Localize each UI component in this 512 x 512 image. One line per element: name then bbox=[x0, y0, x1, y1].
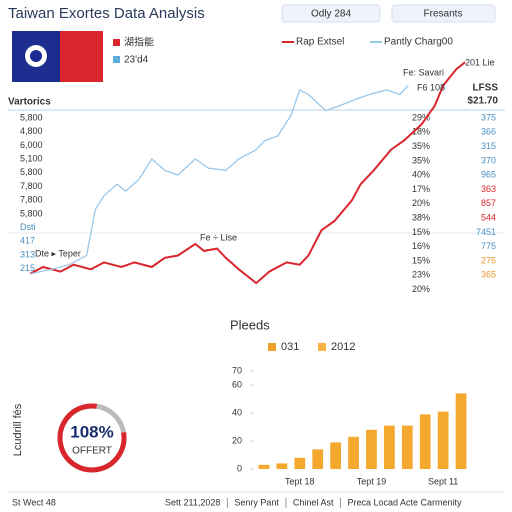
gauge-label: OFFERT bbox=[72, 446, 112, 457]
side-value: 365 bbox=[481, 270, 496, 280]
side-percent: 20% bbox=[412, 284, 430, 294]
bar bbox=[401, 425, 413, 469]
legend-label: 031 bbox=[281, 341, 299, 353]
footer-item: Preca Locad Acte Carmenity bbox=[347, 497, 462, 507]
annotation: Fe ÷ Lise bbox=[200, 232, 237, 242]
bar bbox=[419, 414, 431, 469]
side-value: 775 bbox=[481, 241, 496, 251]
footer-item: Chinel Ast bbox=[293, 497, 334, 507]
flag bbox=[12, 31, 103, 82]
button[interactable] bbox=[391, 4, 496, 23]
side-value: 315 bbox=[481, 141, 496, 151]
annotation: F6 108 bbox=[417, 82, 445, 92]
legend-label: Rap Extsel bbox=[296, 37, 344, 48]
side-value: 857 bbox=[481, 198, 496, 208]
page-title: Taiwan Exortes Data Analysis bbox=[8, 5, 205, 22]
legend-label: 23'd4 bbox=[124, 55, 149, 66]
bar bbox=[330, 442, 341, 469]
legend-swatch bbox=[113, 39, 120, 46]
y-tick-label: 70 bbox=[232, 365, 242, 375]
side-percent: 18% bbox=[412, 127, 430, 137]
bar bbox=[366, 429, 377, 469]
y-tick-label: 20 bbox=[232, 435, 242, 445]
x-tick-label: Sept 11 bbox=[428, 476, 458, 486]
side-value: 5,800 bbox=[20, 167, 43, 177]
side-percent: 15% bbox=[412, 255, 430, 265]
bar bbox=[455, 393, 467, 469]
side-value: 366 bbox=[481, 127, 496, 137]
side-percent: 16% bbox=[412, 241, 430, 251]
side-percent: 40% bbox=[412, 170, 430, 180]
gauge-arc bbox=[57, 403, 127, 473]
side-value: 363 bbox=[481, 184, 496, 194]
side-percent: 38% bbox=[412, 212, 430, 222]
annotation: Fe: Savari bbox=[403, 67, 444, 77]
side-value: 4,800 bbox=[20, 126, 43, 136]
side-value: 7451 bbox=[476, 227, 496, 237]
bar bbox=[437, 411, 449, 469]
x-tick-label: Tept 19 bbox=[357, 476, 387, 486]
legend-swatch bbox=[113, 56, 120, 63]
bar bbox=[294, 457, 306, 469]
legend-swatch bbox=[268, 343, 276, 351]
side-value: 313 bbox=[20, 249, 35, 259]
side-head: $21.70 bbox=[467, 96, 498, 107]
bar bbox=[276, 463, 288, 469]
side-value: 5,100 bbox=[20, 153, 43, 163]
legend-label: 2012 bbox=[331, 341, 355, 353]
legend-swatch bbox=[318, 343, 326, 351]
button-label[interactable]: Fresants bbox=[424, 9, 463, 20]
side-percent: 23% bbox=[412, 270, 430, 280]
series-line bbox=[29, 61, 466, 285]
bar bbox=[258, 464, 270, 469]
footer-item: Sett 211,2028 bbox=[165, 497, 220, 507]
side-value: 370 bbox=[481, 155, 496, 165]
side-value: 965 bbox=[481, 170, 496, 180]
y-tick-label: 40 bbox=[232, 407, 242, 417]
footer-left: St Wect 48 bbox=[12, 497, 56, 507]
side-value: Dsti bbox=[20, 222, 36, 232]
gauge-value: 108% bbox=[70, 422, 113, 441]
side-value: 215 bbox=[20, 263, 35, 273]
legend-label: Pantly Charg00 bbox=[384, 37, 453, 48]
footer-item: Senry Pant bbox=[234, 497, 279, 507]
y-tick-label: 0 bbox=[237, 463, 242, 473]
chart-title: Pleeds bbox=[230, 317, 270, 332]
side-percent: 35% bbox=[412, 155, 430, 165]
bar bbox=[348, 436, 359, 469]
side-value: 275 bbox=[481, 255, 496, 265]
side-value: 7,800 bbox=[20, 195, 43, 205]
side-percent: 15% bbox=[412, 227, 430, 237]
side-head: LFSS bbox=[472, 83, 498, 94]
annotation: Dte ▸ Teper bbox=[35, 248, 81, 258]
side-percent: 29% bbox=[412, 112, 430, 122]
annotation: 201 Lie bbox=[465, 57, 495, 67]
side-percent: 35% bbox=[412, 141, 430, 151]
side-value: 6,000 bbox=[20, 140, 43, 150]
y-tick-label: 60 bbox=[232, 379, 242, 389]
series-line bbox=[29, 84, 409, 275]
side-value: 417 bbox=[20, 236, 35, 246]
bar bbox=[384, 425, 395, 469]
button-label[interactable]: Odly 284 bbox=[311, 9, 351, 20]
button[interactable] bbox=[281, 4, 381, 23]
side-value: 7,800 bbox=[20, 181, 43, 191]
side-value: 5,800 bbox=[20, 112, 43, 122]
side-percent: 17% bbox=[412, 184, 430, 194]
legend-label: 湖指能 bbox=[124, 36, 154, 49]
side-value: 375 bbox=[481, 112, 496, 122]
x-tick-label: Tept 18 bbox=[285, 476, 315, 486]
side-value: 544 bbox=[481, 212, 496, 222]
side-value: 5,800 bbox=[20, 208, 43, 218]
side-title: Vartorics bbox=[8, 97, 51, 108]
gauge-side-label: Lcudrill fés bbox=[12, 403, 24, 456]
bar bbox=[312, 449, 324, 469]
side-percent: 20% bbox=[412, 198, 430, 208]
